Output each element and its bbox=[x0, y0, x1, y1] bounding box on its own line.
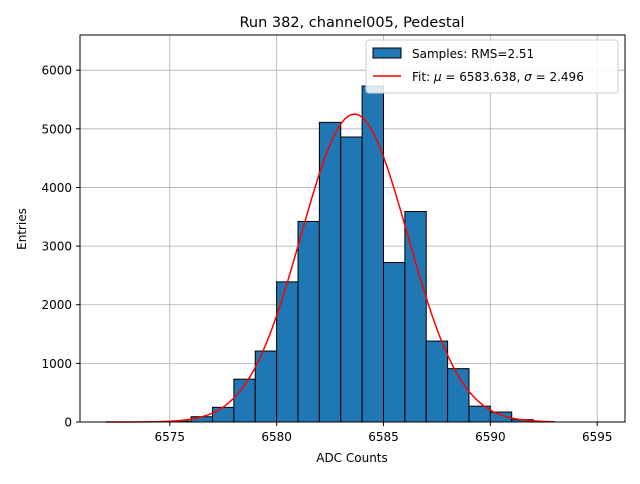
histogram-bar bbox=[341, 137, 362, 422]
x-tick-label: 6580 bbox=[261, 430, 292, 444]
x-tick-label: 6585 bbox=[368, 430, 399, 444]
y-tick-label: 5000 bbox=[41, 122, 72, 136]
legend: Samples: RMS=2.51 Fit: μ = 6583.638, σ =… bbox=[366, 40, 618, 93]
legend-fit-sigma-value: 2.496 bbox=[549, 70, 583, 84]
legend-fit-prefix: Fit: bbox=[412, 70, 434, 84]
y-tick-label: 0 bbox=[64, 416, 72, 430]
x-tick-label: 6590 bbox=[475, 430, 506, 444]
legend-fit-mu-symbol: μ bbox=[433, 70, 442, 84]
x-axis-label: ADC Counts bbox=[316, 451, 388, 465]
y-tick-label: 3000 bbox=[41, 240, 72, 254]
histogram-bar bbox=[213, 407, 234, 422]
y-tick-label: 4000 bbox=[41, 181, 72, 195]
histogram-bar bbox=[277, 282, 298, 422]
histogram-bar bbox=[383, 263, 404, 422]
x-tick-label: 6595 bbox=[582, 430, 613, 444]
histogram-bar bbox=[362, 86, 383, 422]
histogram-bar bbox=[319, 122, 340, 422]
legend-fit-label: Fit: μ = 6583.638, σ = 2.496 bbox=[412, 70, 584, 84]
y-axis-label: Entries bbox=[15, 208, 29, 250]
y-tick-label: 6000 bbox=[41, 64, 72, 78]
legend-fit-mu-value: 6583.638 bbox=[459, 70, 516, 84]
histogram-bar bbox=[426, 341, 447, 422]
histogram-bar bbox=[405, 211, 426, 422]
y-tick-label: 2000 bbox=[41, 298, 72, 312]
legend-histogram-label: Samples: RMS=2.51 bbox=[412, 47, 534, 61]
chart-title: Run 382, channel005, Pedestal bbox=[239, 15, 464, 31]
y-tick-label: 1000 bbox=[41, 357, 72, 371]
histogram-bar bbox=[298, 221, 319, 422]
legend-histogram-swatch bbox=[373, 48, 401, 58]
x-tick-label: 6575 bbox=[154, 430, 185, 444]
